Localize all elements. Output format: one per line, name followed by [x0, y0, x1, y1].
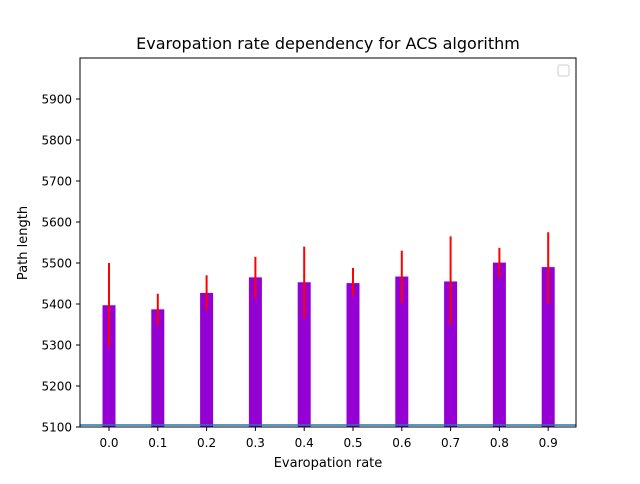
bar-0.9	[541, 267, 555, 427]
y-tick-label-5500: 5500	[41, 257, 72, 271]
legend-box	[557, 64, 570, 77]
bar-0.3	[248, 277, 262, 427]
x-tick-label-0.0: 0.0	[99, 436, 118, 450]
x-tick-label-0.7: 0.7	[441, 436, 460, 450]
y-tick-label-5200: 5200	[41, 380, 72, 394]
y-tick-label-5100: 5100	[41, 421, 72, 435]
bar-0.0	[102, 305, 116, 427]
y-tick-label-5800: 5800	[41, 134, 72, 148]
x-tick-label-0.8: 0.8	[490, 436, 509, 450]
bar-0.4	[297, 282, 311, 427]
x-tick-label-0.5: 0.5	[343, 436, 362, 450]
y-tick-label-5600: 5600	[41, 216, 72, 230]
x-tick-label-0.1: 0.1	[148, 436, 167, 450]
x-tick-label-0.2: 0.2	[197, 436, 216, 450]
bar-0.1	[151, 309, 165, 427]
y-tick-label-5300: 5300	[41, 339, 72, 353]
bar-0.5	[346, 283, 360, 427]
y-axis-label: Path length	[16, 206, 31, 280]
x-tick-label-0.9: 0.9	[539, 436, 558, 450]
x-tick-label-0.6: 0.6	[392, 436, 411, 450]
bar-0.6	[395, 276, 409, 427]
chart-title: Evaropation rate dependency for ACS algo…	[136, 34, 520, 53]
x-axis-label: Evaropation rate	[274, 456, 383, 471]
x-tick-label-0.3: 0.3	[246, 436, 265, 450]
x-axis: 0.0 0.1 0.2 0.3 0.4 0.5 0.6 0.7 0.8 0.9	[99, 427, 558, 450]
error-bars-layer	[108, 232, 550, 348]
y-tick-label-5900: 5900	[41, 93, 72, 107]
y-tick-label-5400: 5400	[41, 298, 72, 312]
bar-0.2	[200, 292, 214, 427]
x-tick-label-0.4: 0.4	[295, 436, 314, 450]
y-axis: 5100 5200 5300 5400 5500 5600 5700 5800 5900	[41, 93, 80, 435]
bars-layer	[102, 262, 555, 427]
bar-0.8	[492, 262, 506, 427]
bar-0.7	[444, 281, 458, 427]
plot-area-frame	[79, 57, 577, 428]
y-tick-label-5700: 5700	[41, 175, 72, 189]
